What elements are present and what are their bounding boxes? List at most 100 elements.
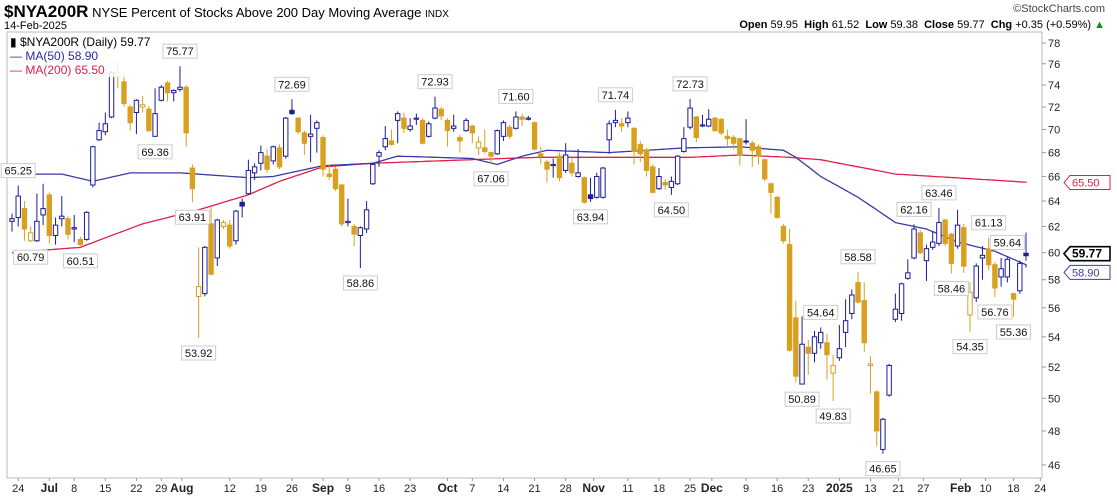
candle-body (370, 163, 376, 185)
candle-body (401, 117, 407, 129)
candle-body (637, 143, 644, 155)
candle-body (208, 223, 214, 275)
annotation-box (597, 87, 633, 103)
candle-body (954, 224, 961, 247)
annotation-box (989, 234, 1025, 250)
candle-body (892, 308, 899, 320)
annotation-label: 63.91 (179, 212, 207, 224)
chart-title: $NYA200R NYSE Percent of Stocks Above 20… (4, 2, 449, 22)
candle-body (127, 106, 133, 124)
price-tag-ma200 (1063, 175, 1111, 191)
x-tick-label: 9 (345, 483, 351, 495)
y-tick-label: 62 (1048, 221, 1060, 233)
candle-body (880, 418, 886, 450)
candle-body (631, 127, 637, 152)
candle-body (189, 167, 196, 190)
candle-body (214, 219, 220, 259)
candle-body (905, 272, 911, 279)
annotation-box (865, 461, 901, 477)
open-label: Open (739, 19, 768, 31)
x-tick-label: Jul (41, 481, 58, 495)
x-tick-label: 18 (653, 483, 665, 495)
open-value: 59.95 (770, 19, 799, 31)
candle-body (363, 209, 370, 230)
candle-body (469, 125, 476, 134)
y-tick-label: 74 (1048, 80, 1060, 92)
candle-body (780, 225, 787, 242)
annotation-box (921, 185, 957, 201)
candle-body (811, 336, 818, 354)
candle-body (177, 86, 183, 90)
candle-body (289, 109, 295, 115)
candle-body (830, 364, 836, 374)
candle-body (376, 152, 382, 157)
candle-body (251, 166, 258, 174)
candle-body (444, 119, 451, 132)
annotation-box (162, 43, 198, 59)
candle-body (488, 152, 494, 157)
candle-body (581, 177, 588, 203)
annotation-box (498, 88, 534, 104)
annotation-label: 54.64 (807, 307, 835, 319)
annotation-label: 46.65 (869, 464, 897, 476)
x-tick-label: Feb (950, 481, 971, 495)
x-tick-label: Aug (170, 481, 193, 495)
candle-body (258, 152, 264, 164)
candle-body (706, 118, 712, 127)
candle-body (942, 219, 948, 244)
annotation-label: 72.73 (676, 79, 704, 91)
exchange: INDX (424, 9, 449, 20)
candle-body (164, 82, 171, 94)
x-tick-label: Sep (312, 481, 334, 495)
candle-body (1010, 293, 1017, 300)
annotation-box (174, 209, 210, 225)
candle-body (805, 346, 811, 354)
x-tick-label: 2025 (826, 481, 853, 495)
candle-body (786, 244, 793, 351)
candle-body (712, 117, 718, 132)
x-tick-label: 9 (743, 483, 749, 495)
candle-body (15, 195, 21, 218)
annotation-label: 53.92 (185, 348, 213, 360)
brand-link[interactable]: ©StockCharts.com (1013, 3, 1105, 15)
candle-body (687, 107, 693, 128)
x-tick-label: Oct (437, 481, 457, 495)
annotation-box (62, 253, 98, 269)
candle-body (264, 155, 270, 170)
candle-body (202, 246, 208, 295)
candle-body (339, 184, 345, 225)
annotation-box (417, 74, 453, 90)
x-tick-label: 29 (155, 483, 167, 495)
candle-body (195, 286, 202, 297)
candle-body (426, 123, 432, 137)
chart-date: 14-Feb-2025 (4, 20, 67, 32)
candle-body (818, 331, 824, 344)
candle-body (146, 108, 152, 132)
candle-body (836, 348, 843, 359)
candle-body (432, 107, 438, 119)
candle-body (594, 175, 600, 198)
candle-body (556, 155, 563, 179)
candle-body (382, 138, 388, 148)
candle-body (394, 113, 401, 121)
annotation-label: 62.16 (900, 204, 928, 216)
annotation-label: 49.83 (819, 411, 847, 423)
y-tick-label: 46 (1048, 460, 1060, 472)
candle-body (494, 130, 500, 155)
candle-icon: ▮ (10, 35, 17, 49)
x-tick-label: 27 (917, 483, 929, 495)
candle-body (21, 208, 28, 230)
candle-body (1017, 262, 1023, 292)
candle-body (463, 119, 469, 132)
candle-body (855, 281, 861, 303)
candle-body (1023, 252, 1029, 257)
candle-body (270, 146, 276, 162)
candle-body (824, 342, 830, 356)
candle-body (71, 227, 77, 230)
annotation-label: 55.36 (1000, 327, 1028, 339)
x-tick-label: 28 (560, 483, 572, 495)
chg-value: +0.35 (+0.59%) (1015, 19, 1092, 31)
candle-body (743, 140, 749, 143)
price-tag-close (1062, 245, 1111, 262)
y-tick-label: 78 (1048, 38, 1060, 50)
